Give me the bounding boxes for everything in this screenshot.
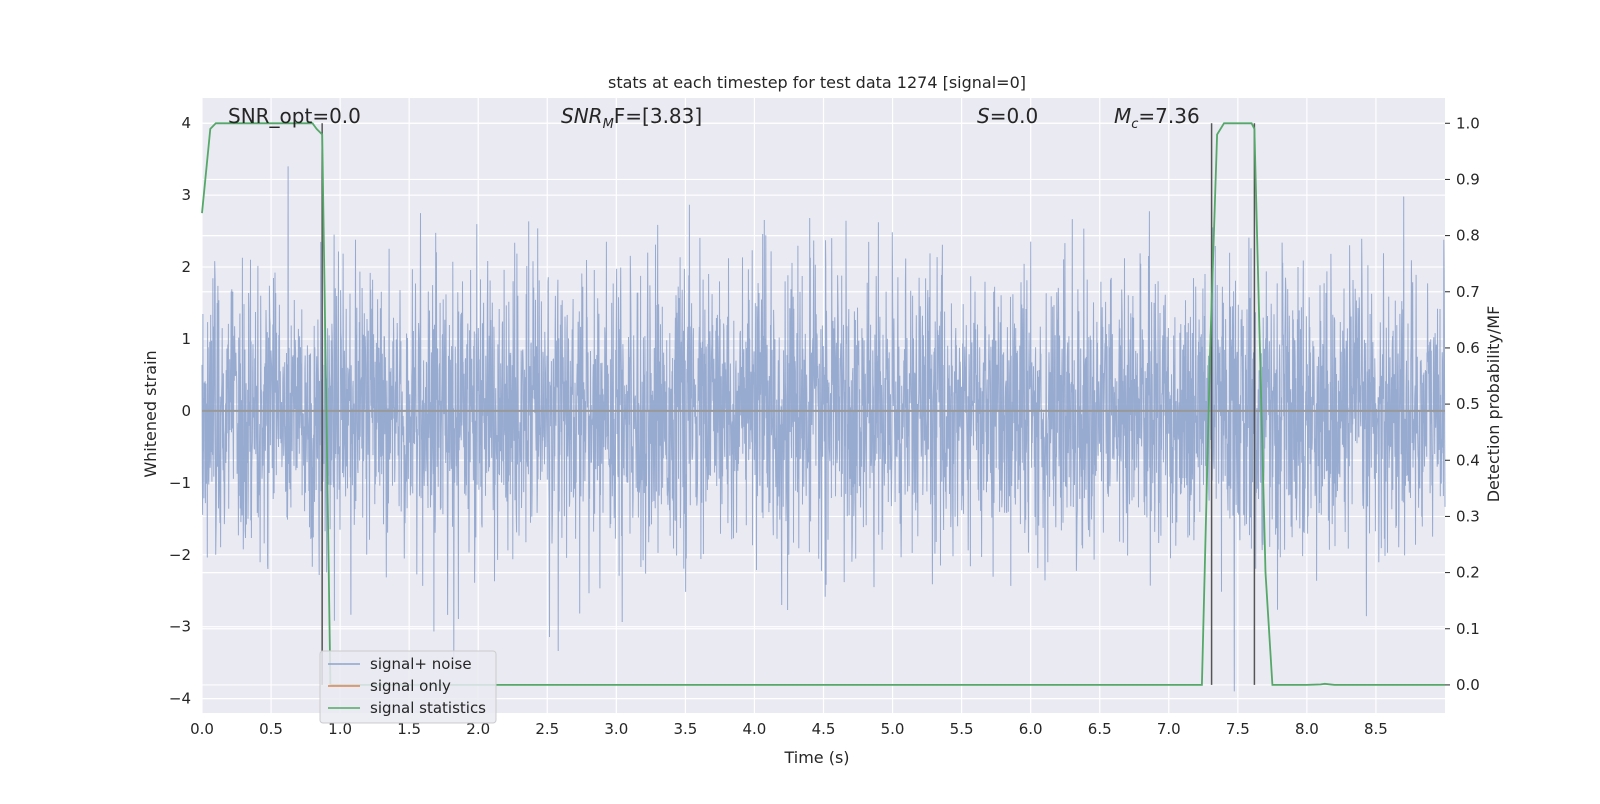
y-tick-label: 0 — [181, 402, 191, 420]
x-tick-label: 4.0 — [743, 720, 767, 738]
y-axis-label: Whitened strain — [141, 350, 160, 477]
annotation-snr-mf-rest: F=[3.83] — [614, 104, 702, 128]
x-tick-label: 6.5 — [1088, 720, 1112, 738]
noise-trace — [201, 166, 1446, 692]
legend: signal+ noise signal only signal statist… — [319, 650, 497, 724]
x-tick-label: 8.5 — [1364, 720, 1388, 738]
y-right-tick-label: 0.0 — [1456, 676, 1480, 694]
legend-box — [319, 650, 497, 724]
series-signal-noise — [201, 166, 1446, 692]
annotation-s: S=0.0 — [977, 104, 1038, 128]
annotation-s-main: S — [977, 104, 990, 128]
y-tick-label: 2 — [181, 258, 191, 276]
x-tick-label: 0.0 — [190, 720, 214, 738]
y-right-tick-label: 0.6 — [1456, 339, 1480, 357]
tick-labels: 0.0 0.5 1.0 1.5 2.0 2.5 3.0 3.5 4.0 4.5 5.0 5.5 6.0 6… — [169, 114, 1480, 738]
y-right-tick-label: 0.4 — [1456, 451, 1480, 469]
x-axis-label: Time (s) — [783, 748, 849, 767]
annotation-s-rest: =0.0 — [990, 104, 1039, 128]
annotation-mc-sub: c — [1131, 117, 1138, 132]
y-tick-label: −4 — [169, 690, 191, 708]
legend-label-signal-only: signal only — [370, 677, 451, 695]
x-tick-label: 1.0 — [328, 720, 352, 738]
annotation-snr-mf: SNRMF=[3.83] — [561, 104, 702, 132]
x-tick-label: 8.0 — [1295, 720, 1319, 738]
x-tick-label: 3.5 — [673, 720, 697, 738]
x-tick-label: 7.0 — [1157, 720, 1181, 738]
annotation-snr-mf-sub: M — [603, 117, 614, 132]
y-tick-label: −3 — [169, 618, 191, 636]
x-tick-label: 7.5 — [1226, 720, 1250, 738]
y-right-tick-label: 0.3 — [1456, 507, 1480, 525]
x-tick-label: 3.0 — [604, 720, 628, 738]
annotation-mc: Mc=7.36 — [1114, 104, 1200, 132]
x-tick-label: 4.5 — [812, 720, 836, 738]
y-right-tick-label: 0.9 — [1456, 170, 1480, 188]
y-right-tick-label: 0.2 — [1456, 564, 1480, 582]
y-right-tick-label: 0.5 — [1456, 395, 1480, 413]
y-right-tick-label: 1.0 — [1456, 114, 1480, 132]
annotation-snr-opt: SNR_opt=0.0 — [228, 104, 361, 128]
annotation-mc-rest: =7.36 — [1138, 104, 1199, 128]
annotations: SNR_opt=0.0 SNRMF=[3.83] S=0.0 Mc=7.36 — [228, 104, 1200, 132]
annotation-snr-mf-main: SNR — [561, 104, 603, 128]
y-tick-label: −2 — [169, 546, 191, 564]
chart-title: stats at each timestep for test data 127… — [608, 73, 1026, 92]
series-signal-statistics — [201, 122, 1445, 686]
y-right-tick-label: 0.7 — [1456, 283, 1480, 301]
y-tick-label: 3 — [181, 186, 191, 204]
y-right-tick-label: 0.1 — [1456, 620, 1480, 638]
x-tick-label: 2.0 — [466, 720, 490, 738]
y-right-tick-label: 0.8 — [1456, 227, 1480, 245]
legend-label-signal-statistics: signal statistics — [370, 699, 486, 717]
x-tick-label: 1.5 — [397, 720, 421, 738]
y-tick-label: 1 — [181, 330, 191, 348]
y-tick-label: −1 — [169, 474, 191, 492]
legend-label-signal-noise: signal+ noise — [370, 655, 472, 673]
vertical-markers — [321, 123, 1256, 685]
x-tick-label: 5.5 — [950, 720, 974, 738]
y-tick-label: 4 — [181, 114, 191, 132]
annotation-mc-main: M — [1114, 104, 1131, 128]
x-tick-label: 2.5 — [535, 720, 559, 738]
x-tick-label: 0.5 — [259, 720, 283, 738]
x-tick-label: 6.0 — [1019, 720, 1043, 738]
x-tick-label: 5.0 — [881, 720, 905, 738]
signal-statistics-line — [201, 122, 1445, 686]
y-right-axis-label: Detection probability/MF — [1484, 306, 1503, 503]
